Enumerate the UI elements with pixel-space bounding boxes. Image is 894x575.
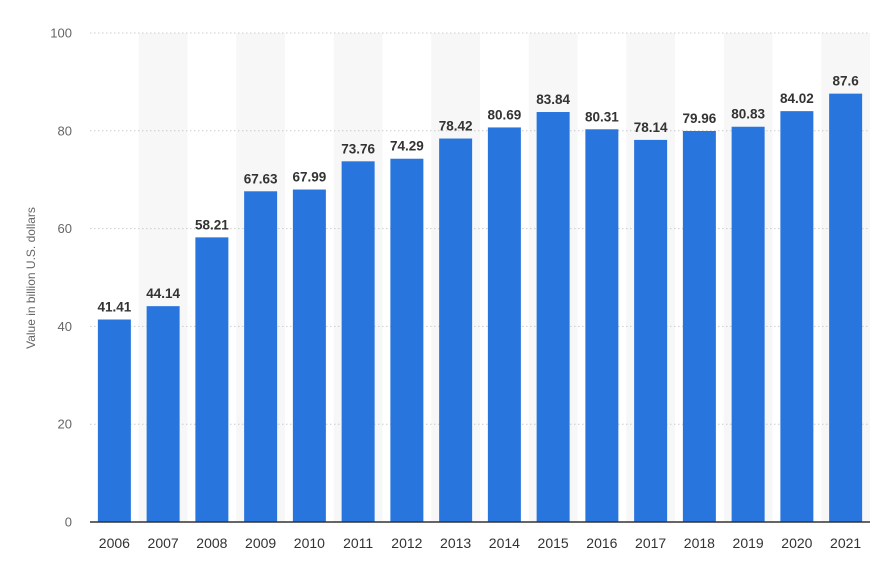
- x-tick-label-2016: 2016: [586, 535, 617, 551]
- x-tick-label-2019: 2019: [733, 535, 764, 551]
- x-tick-label-2021: 2021: [830, 535, 861, 551]
- x-tick-label-2007: 2007: [148, 535, 179, 551]
- bar-2008: [195, 237, 229, 523]
- x-tick-label-2020: 2020: [781, 535, 812, 551]
- data-label-2015: 83.84: [536, 92, 570, 107]
- data-label-2011: 73.76: [341, 141, 375, 156]
- y-tick-label-40: 40: [58, 319, 72, 334]
- x-tick-label-2015: 2015: [538, 535, 569, 551]
- x-tick-label-2009: 2009: [245, 535, 276, 551]
- x-tick-label-2012: 2012: [391, 535, 422, 551]
- x-tick-label-2017: 2017: [635, 535, 666, 551]
- data-labels: 41.41 44.14 58.21 67.63 67.99 73.76 74.29 78.42…: [97, 74, 859, 315]
- data-label-2020: 84.02: [780, 91, 814, 106]
- bar-2009: [244, 191, 278, 522]
- data-label-2006: 41.41: [97, 300, 131, 315]
- bar-2013: [439, 138, 473, 523]
- data-label-2021: 87.6: [832, 74, 859, 89]
- x-tick-label-2014: 2014: [489, 535, 520, 551]
- x-tick-label-2006: 2006: [99, 535, 130, 551]
- y-axis-label: Value in billion U.S. dollars: [24, 207, 38, 349]
- y-tick-label-60: 60: [58, 221, 72, 236]
- bar-2007: [146, 306, 180, 522]
- bar-2021: [829, 93, 863, 523]
- x-tick-label-2010: 2010: [294, 535, 325, 551]
- bar-2006: [97, 319, 131, 522]
- bar-2020: [780, 111, 814, 522]
- x-axis-ticks: 2006 2007 2008 2009 2010 2011 2012 2013 2014 2015…: [99, 535, 862, 551]
- bar-2011: [341, 161, 375, 522]
- bar-2014: [487, 127, 521, 522]
- data-label-2007: 44.14: [146, 286, 180, 301]
- data-label-2013: 78.42: [439, 119, 473, 134]
- x-tick-label-2018: 2018: [684, 535, 715, 551]
- bar-2018: [682, 130, 716, 522]
- x-tick-label-2011: 2011: [343, 535, 373, 551]
- data-label-2008: 58.21: [195, 217, 229, 232]
- bar-2010: [292, 189, 326, 522]
- y-tick-label-0: 0: [65, 515, 72, 530]
- bar-2015: [536, 112, 570, 522]
- x-tick-label-2008: 2008: [196, 535, 227, 551]
- bar-2017: [634, 139, 668, 523]
- bar-2016: [585, 129, 619, 522]
- y-tick-label-80: 80: [58, 123, 72, 138]
- y-tick-label-20: 20: [58, 417, 72, 432]
- y-tick-label-100: 100: [50, 26, 72, 41]
- data-label-2019: 80.83: [731, 107, 765, 122]
- data-label-2009: 67.63: [244, 171, 278, 186]
- bar-2019: [731, 126, 765, 522]
- data-label-2018: 79.96: [682, 111, 716, 126]
- bars: [97, 93, 863, 523]
- x-tick-label-2013: 2013: [440, 535, 471, 551]
- data-label-2014: 80.69: [487, 107, 521, 122]
- data-label-2012: 74.29: [390, 139, 424, 154]
- y-axis-ticks: 0 20 40 60 80 100: [50, 26, 72, 530]
- data-label-2010: 67.99: [292, 170, 326, 185]
- data-label-2016: 80.31: [585, 109, 619, 124]
- data-label-2017: 78.14: [634, 120, 668, 135]
- bar-2012: [390, 158, 424, 522]
